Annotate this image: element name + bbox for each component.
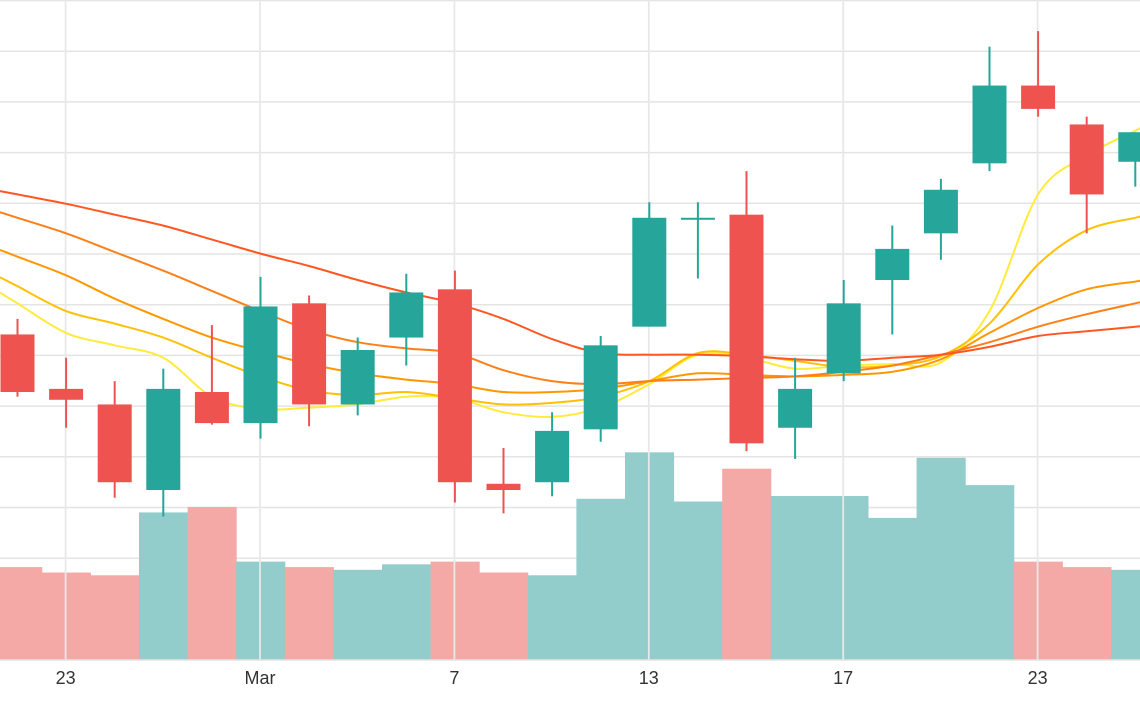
volume-bar: [479, 572, 529, 660]
candle: [923, 178, 958, 260]
candle-body: [292, 303, 327, 405]
moving-average-line: [0, 211, 1140, 386]
candle: [49, 357, 84, 428]
candle-body: [1069, 124, 1104, 195]
volume-bar: [333, 569, 383, 660]
volume-bars: [0, 452, 1140, 660]
moving-average-line: [0, 248, 1140, 394]
candle-body: [146, 388, 181, 490]
candle: [729, 171, 764, 452]
candle: [292, 295, 327, 427]
volume-bar: [382, 564, 432, 660]
x-tick-label: 23: [56, 668, 76, 688]
candle: [1118, 132, 1140, 187]
candle-body: [826, 303, 861, 374]
volume-bar: [722, 468, 772, 660]
volume-bar: [1111, 569, 1140, 660]
candle: [146, 368, 181, 517]
candle: [1021, 31, 1056, 117]
candle-body: [923, 189, 958, 234]
candle: [583, 336, 618, 442]
volume-bar: [90, 575, 140, 660]
moving-average-lines: [0, 127, 1140, 419]
volume-bar: [673, 501, 723, 660]
volume-bar: [284, 567, 334, 660]
volume-bar: [868, 517, 918, 660]
candle: [486, 448, 521, 514]
candle: [340, 337, 375, 416]
candle: [632, 202, 667, 327]
volume-bar: [1062, 567, 1112, 660]
candle-body: [972, 85, 1007, 164]
candle: [437, 270, 472, 503]
candle: [778, 357, 813, 459]
x-tick-label: 17: [833, 668, 853, 688]
volume-bar: [0, 567, 43, 660]
candle: [0, 318, 35, 397]
x-tick-label: Mar: [245, 668, 276, 688]
candle-body: [486, 483, 521, 490]
candle-body: [243, 306, 278, 424]
candle-body: [97, 404, 132, 483]
moving-average-line: [0, 190, 1140, 362]
volume-bar: [770, 496, 820, 660]
candle-body: [1021, 85, 1056, 109]
volume-bar: [576, 498, 626, 660]
candle: [826, 280, 861, 382]
candle: [97, 381, 132, 498]
candle-body: [0, 334, 35, 392]
candle-body: [194, 392, 229, 424]
x-tick-label: 7: [449, 668, 459, 688]
volume-bar: [527, 575, 577, 660]
candle-body: [583, 345, 618, 430]
candle-body: [389, 292, 424, 338]
candles: [0, 31, 1140, 517]
candle-body: [535, 430, 570, 483]
candle: [680, 202, 715, 279]
candle: [194, 325, 229, 425]
candle-body: [875, 248, 910, 280]
candle: [875, 225, 910, 335]
candle: [535, 412, 570, 497]
candle: [972, 46, 1007, 172]
x-tick-label: 13: [639, 668, 659, 688]
x-tick-label: 23: [1028, 668, 1048, 688]
candle-body: [729, 214, 764, 444]
candle-body: [49, 388, 84, 400]
candle-body: [437, 289, 472, 483]
volume-bar: [139, 512, 189, 660]
volume-bar: [187, 506, 237, 660]
candle-body: [778, 388, 813, 428]
candle-body: [1118, 132, 1140, 162]
volume-bar: [965, 485, 1015, 660]
moving-average-line: [0, 127, 1140, 419]
candle: [389, 273, 424, 366]
candle-body: [340, 350, 375, 405]
moving-average-line: [0, 215, 1140, 406]
candle-body: [680, 217, 715, 220]
candle: [1069, 116, 1104, 234]
volume-bar: [916, 457, 966, 660]
candle: [243, 276, 278, 439]
x-axis-tick-labels: 23 Mar 7 13 17 23: [56, 668, 1048, 688]
candle-body: [632, 217, 667, 327]
